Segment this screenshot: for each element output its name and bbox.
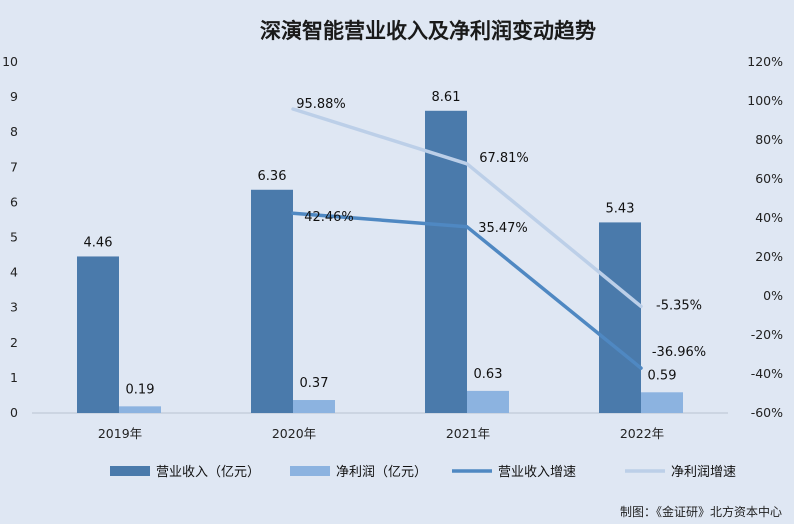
bar-series <box>77 110 683 413</box>
x-axis-ticks: 2019年 2020年 2021年 2022年 <box>98 426 664 441</box>
left-axis-tick-label: 10 <box>2 54 18 69</box>
right-axis-tick-label: -40% <box>751 366 783 381</box>
data-labels: 4.46 6.36 8.61 5.43 0.19 0.37 0.63 0.59 95.88% 67… <box>84 90 707 398</box>
line-data-label: -36.96% <box>652 345 706 360</box>
bar <box>77 256 119 413</box>
legend-swatch <box>110 466 150 476</box>
left-axis-tick-label: 7 <box>10 159 18 174</box>
legend-swatch <box>290 466 330 476</box>
right-axis-tick-label: 60% <box>755 171 783 186</box>
left-axis-tick-label: 2 <box>10 335 18 350</box>
legend-label: 营业收入增速 <box>498 465 576 480</box>
left-axis-tick-label: 3 <box>10 300 18 315</box>
series-line <box>291 211 643 370</box>
right-axis-tick-label: 120% <box>747 54 783 69</box>
right-axis-tick-label: 100% <box>747 93 783 108</box>
right-axis-tick-label: -20% <box>751 327 783 342</box>
legend-label: 净利润增速 <box>671 465 736 480</box>
right-axis: -60% -40% -20% 0% 20% 40% 60% 80% 100% 120% <box>747 54 783 420</box>
line-series <box>291 107 643 370</box>
line-data-label: -5.35% <box>656 298 702 313</box>
chart-credit: 制图：《金证研》北方资本中心 <box>620 504 782 519</box>
left-axis-tick-label: 5 <box>10 230 18 245</box>
series-line <box>291 107 643 309</box>
left-axis-tick-label: 1 <box>10 370 18 385</box>
legend: 营业收入（亿元） 净利润（亿元） 营业收入增速 净利润增速 <box>110 465 736 480</box>
bar <box>251 189 293 413</box>
bar-data-label: 8.61 <box>432 90 461 105</box>
x-axis-tick-label: 2020年 <box>272 426 316 441</box>
left-axis-tick-label: 9 <box>10 89 18 104</box>
line-data-label: 67.81% <box>479 151 529 166</box>
left-axis: 0 1 2 3 4 5 6 7 8 9 10 <box>2 54 18 420</box>
bar <box>293 400 335 413</box>
right-axis-tick-label: 40% <box>755 210 783 225</box>
line-data-label: 95.88% <box>296 97 346 112</box>
bar <box>599 222 641 413</box>
bar-data-label: 0.19 <box>126 382 155 397</box>
right-axis-tick-label: 20% <box>755 249 783 264</box>
bar-data-label: 5.43 <box>606 201 635 216</box>
bar-data-label: 0.37 <box>300 376 329 391</box>
bar-data-label: 0.59 <box>648 368 677 383</box>
left-axis-tick-label: 8 <box>10 124 18 139</box>
legend-label: 净利润（亿元） <box>336 465 427 480</box>
bar-data-label: 6.36 <box>258 169 287 184</box>
left-axis-tick-label: 6 <box>10 194 18 209</box>
right-axis-tick-label: 0% <box>763 288 783 303</box>
x-axis-tick-label: 2021年 <box>446 426 490 441</box>
bar-data-label: 4.46 <box>84 235 113 250</box>
left-axis-tick-label: 4 <box>10 265 18 280</box>
bar <box>119 406 161 413</box>
line-data-label: 42.46% <box>304 210 354 225</box>
bar-data-label: 0.63 <box>474 367 503 382</box>
chart-title: 深演智能营业收入及净利润变动趋势 <box>260 19 596 43</box>
line-data-label: 35.47% <box>478 221 528 236</box>
right-axis-tick-label: 80% <box>755 132 783 147</box>
right-axis-tick-label: -60% <box>751 405 783 420</box>
x-axis-tick-label: 2022年 <box>620 426 664 441</box>
left-axis-tick-label: 0 <box>10 405 18 420</box>
x-axis-tick-label: 2019年 <box>98 426 142 441</box>
legend-label: 营业收入（亿元） <box>156 465 260 480</box>
bar <box>467 390 509 413</box>
bar <box>641 392 683 413</box>
